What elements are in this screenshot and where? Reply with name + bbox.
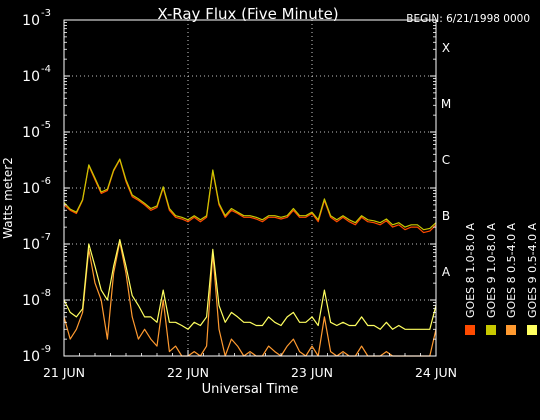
x-tick-label-3: 24 JUN	[415, 365, 457, 380]
legend: GOES 8 1.0-8.0 A GOES 9 1.0-8.0 A GOES 8 0…	[464, 222, 539, 335]
y-tick-label-0: 10	[22, 349, 40, 365]
flare-class-label-c: C	[442, 153, 450, 167]
y-tick-label-2: 10	[22, 237, 40, 253]
x-tick-label-2: 23 JUN	[291, 365, 333, 380]
x-tick-label-0: 21 JUN	[43, 365, 85, 380]
y-axis-label: Watts meter2	[1, 157, 15, 239]
flare-class-label-m: M	[441, 97, 451, 111]
grid-lines	[64, 20, 436, 356]
y-tick-exponent-2: -7	[41, 232, 51, 243]
legend-swatch-0	[465, 325, 475, 335]
y-tick-label-3: 10	[22, 181, 40, 197]
y-tick-exponent-5: -4	[41, 64, 51, 75]
y-tick-exponent-0: -9	[41, 344, 51, 355]
x-axis: 21 JUN 22 JUN 23 JUN 24 JUN	[43, 350, 457, 380]
series-line-3	[63, 158, 437, 231]
y-tick-exponent-1: -8	[41, 288, 51, 299]
chart-title: X-Ray Flux (Five Minute)	[157, 5, 338, 23]
y-tick-label-5: 10	[22, 69, 40, 85]
legend-swatch-3	[486, 325, 496, 335]
y-tick-exponent-6: -3	[41, 8, 51, 19]
legend-label-1: GOES 8 0.5-4.0 A	[505, 222, 518, 318]
legend-label-3: GOES 9 1.0-8.0 A	[485, 222, 498, 318]
y-tick-label-4: 10	[22, 125, 40, 141]
chart-subtitle: BEGIN: 6/21/1998 0000	[406, 13, 530, 25]
series-layer	[63, 158, 437, 357]
y-tick-label-1: 10	[22, 293, 40, 309]
y-tick-exponent-4: -5	[41, 120, 51, 131]
legend-label-2: GOES 9 0.5-4.0 A	[526, 222, 539, 318]
series-line-0	[63, 159, 437, 234]
legend-swatch-1	[506, 325, 516, 335]
x-axis-label: Universal Time	[202, 382, 299, 397]
legend-label-0: GOES 8 1.0-8.0 A	[464, 222, 477, 318]
flare-class-label-b: B	[442, 209, 450, 223]
flare-class-label-x: X	[442, 41, 450, 55]
legend-swatch-2	[527, 325, 537, 335]
x-tick-label-1: 22 JUN	[167, 365, 209, 380]
flare-class-axis: X M C B A	[441, 41, 451, 279]
series-line-2	[63, 239, 437, 330]
flare-class-label-a: A	[442, 265, 451, 279]
series-line-1	[63, 241, 437, 357]
y-tick-exponent-3: -6	[41, 176, 51, 187]
y-axis: 10-910-810-710-610-510-410-3	[22, 8, 436, 365]
y-tick-label-6: 10	[22, 13, 40, 29]
